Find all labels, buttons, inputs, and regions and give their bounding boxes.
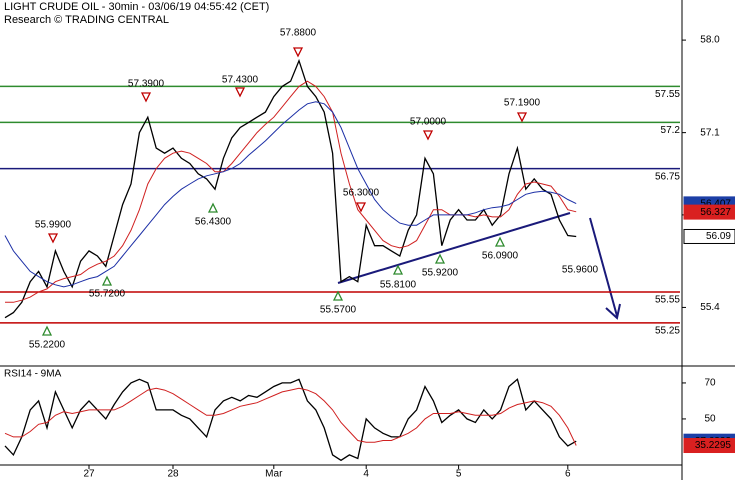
pivot-label: 55.5700 <box>320 305 357 316</box>
pivot-marker <box>332 290 344 301</box>
pivot-label: 56.3000 <box>343 188 380 199</box>
x-tick-label: 28 <box>167 469 179 480</box>
level-label: 57.2 <box>661 125 681 136</box>
level-label: 55.25 <box>655 325 680 336</box>
pivot-label: 55.9600 <box>562 265 599 276</box>
pivot-label: 55.9200 <box>422 268 459 279</box>
pivot-marker <box>101 275 113 286</box>
chart-title: LIGHT CRUDE OIL - 30min - 03/06/19 04:55… <box>4 1 269 13</box>
level-label: 56.75 <box>655 171 680 182</box>
level-label: 57.55 <box>655 89 680 100</box>
pivot-marker <box>140 92 152 103</box>
price-tag-label: 56.09 <box>706 231 731 242</box>
x-tick-label: 6 <box>565 469 571 480</box>
series-line <box>4 387 577 446</box>
pivot-label: 57.4300 <box>222 75 259 86</box>
pivot-label: 57.3900 <box>128 79 165 90</box>
x-tick-label: Mar <box>265 469 283 480</box>
pivot-marker <box>422 130 434 141</box>
y-tick-label: 55.4 <box>700 302 720 313</box>
pivot-label: 55.8100 <box>380 280 417 291</box>
price-tag <box>683 438 735 454</box>
pivot-marker <box>392 264 404 275</box>
pivot-marker <box>434 253 446 264</box>
price-tag <box>683 228 735 244</box>
pivot-marker <box>234 87 246 98</box>
series-line <box>4 378 577 462</box>
trend-line <box>337 212 571 284</box>
y-tick-label: 70 <box>704 378 716 389</box>
pivot-label: 56.4300 <box>195 217 232 228</box>
panel-title: RSI14 - 9MA <box>4 369 62 380</box>
pivot-label: 55.9900 <box>35 220 72 231</box>
pivot-label: 57.1900 <box>504 98 541 109</box>
pivot-label: 57.8800 <box>280 28 317 39</box>
chart-subtitle: Research © TRADING CENTRAL <box>4 14 169 26</box>
pivot-marker <box>355 202 367 213</box>
series-line <box>4 101 577 288</box>
pivot-marker <box>207 202 219 213</box>
y-tick-label: 50 <box>704 414 716 425</box>
price-tag-label: 56.407 <box>700 199 731 210</box>
price-tag <box>683 204 735 220</box>
pivot-marker <box>516 112 528 123</box>
pivot-label: 57.0000 <box>410 117 447 128</box>
pivot-label: 55.7200 <box>89 289 126 300</box>
level-label: 55.55 <box>655 295 680 306</box>
x-tick-label: 27 <box>83 469 95 480</box>
x-tick-label: 4 <box>363 469 369 480</box>
pivot-label: 55.2200 <box>29 340 66 351</box>
pivot-label: 56.0900 <box>482 251 519 262</box>
x-tick-label: 5 <box>456 469 462 480</box>
series-line <box>4 58 577 319</box>
forecast-arrow <box>589 217 621 320</box>
pivot-marker <box>41 325 53 336</box>
series-line <box>5 80 577 303</box>
pivot-marker <box>47 233 59 244</box>
y-tick-label: 57.1 <box>700 127 720 138</box>
price-tag-label: 56.327 <box>700 207 731 218</box>
pivot-marker <box>292 47 304 58</box>
pivot-marker <box>494 236 506 247</box>
y-tick-label: 58.0 <box>700 35 720 46</box>
price-tag-label: 35.2295 <box>695 440 732 451</box>
